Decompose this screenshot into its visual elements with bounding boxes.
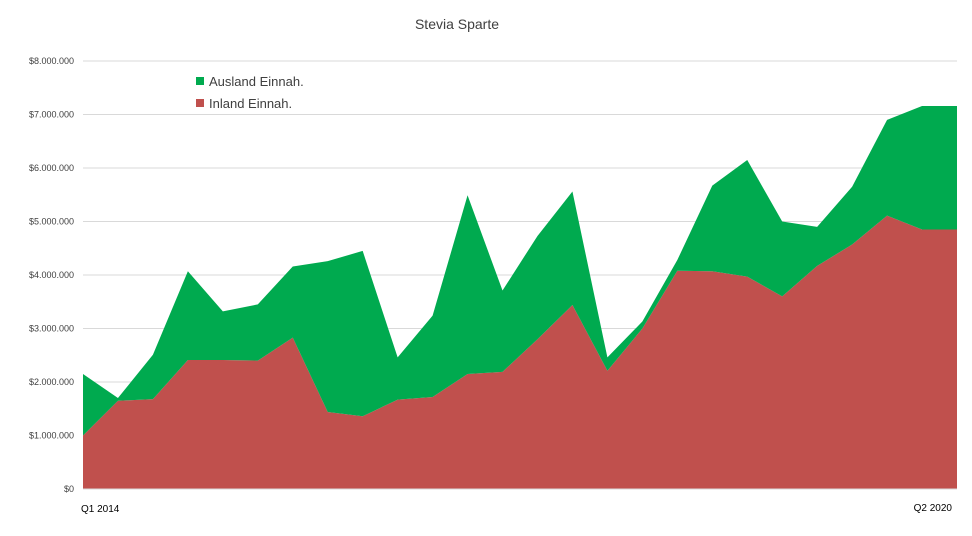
chart-title: Stevia Sparte xyxy=(415,16,499,32)
y-tick-label: $7.000.000 xyxy=(29,110,74,120)
x-tick-label-first: Q1 2014 xyxy=(81,504,120,515)
y-tick-label: $6.000.000 xyxy=(29,163,74,173)
legend-label-ausland: Ausland Einnah. xyxy=(209,74,304,89)
legend-swatch-inland xyxy=(196,99,204,107)
area-series-ausland xyxy=(83,105,957,436)
legend-label-inland: Inland Einnah. xyxy=(209,96,292,111)
area-series-inland xyxy=(83,215,957,489)
y-tick-label: $8.000.000 xyxy=(29,56,74,66)
area-series xyxy=(83,105,957,489)
y-tick-label: $2.000.000 xyxy=(29,377,74,387)
y-tick-label: $3.000.000 xyxy=(29,324,74,334)
y-axis-ticks: $0 $1.000.000 $2.000.000 $3.000.000 $4.000.0… xyxy=(29,56,74,494)
legend: Ausland Einnah. Inland Einnah. xyxy=(196,74,304,111)
y-tick-label: $1.000.000 xyxy=(29,431,74,441)
y-tick-label: $5.000.000 xyxy=(29,217,74,227)
y-tick-label: $0 xyxy=(64,484,74,494)
y-tick-label: $4.000.000 xyxy=(29,270,74,280)
legend-swatch-ausland xyxy=(196,77,204,85)
x-tick-label-last: Q2 2020 xyxy=(914,503,953,514)
